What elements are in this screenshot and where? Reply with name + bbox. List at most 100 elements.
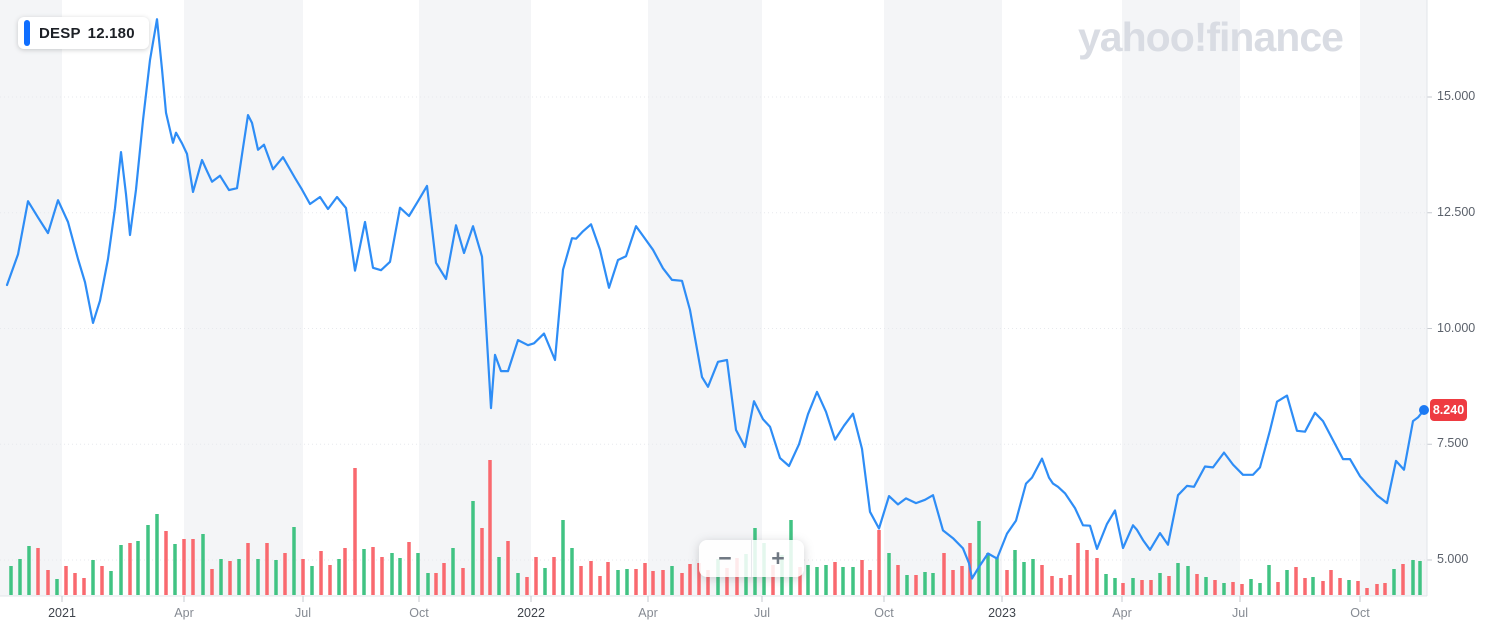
volume-bar <box>434 573 438 595</box>
volume-bar <box>1031 559 1035 595</box>
volume-bar <box>1121 583 1125 595</box>
volume-bar <box>634 569 638 595</box>
volume-bar <box>1294 567 1298 595</box>
volume-bar <box>390 553 394 595</box>
x-axis-label: Apr <box>174 606 194 620</box>
last-price-dot <box>1419 404 1429 415</box>
volume-bar <box>310 566 314 595</box>
volume-bar <box>643 563 647 595</box>
volume-bar <box>579 566 583 595</box>
y-axis-label: 5.000 <box>1437 552 1469 566</box>
volume-bar <box>1383 583 1387 595</box>
volume-bar <box>1347 580 1351 595</box>
volume-bar <box>426 573 430 595</box>
zoom-controls: − + <box>699 540 804 577</box>
volume-bar <box>1392 569 1396 595</box>
volume-bar <box>451 548 455 595</box>
volume-bar <box>1050 576 1054 595</box>
y-axis-label: 7.500 <box>1437 436 1469 451</box>
volume-bar <box>18 559 22 595</box>
volume-bar <box>1195 574 1199 595</box>
legend-accent-bar <box>24 20 30 46</box>
volume-bar <box>516 573 520 595</box>
plus-icon: + <box>771 545 785 571</box>
volume-bar <box>301 559 305 595</box>
volume-bar <box>1167 576 1171 595</box>
x-axis-label: Oct <box>874 606 894 620</box>
volume-bar <box>1204 577 1208 595</box>
zoom-out-button[interactable]: − <box>699 540 751 577</box>
volume-bar <box>371 547 375 595</box>
zoom-in-button[interactable]: + <box>751 540 804 577</box>
quarter-band <box>1360 0 1427 596</box>
volume-bar <box>1222 583 1226 595</box>
x-axis-label: 2023 <box>988 606 1016 620</box>
volume-bar <box>210 569 214 595</box>
volume-bar <box>1068 575 1072 595</box>
volume-bar <box>416 553 420 595</box>
x-axis-label: 2021 <box>48 606 76 620</box>
volume-bar <box>1365 588 1369 595</box>
volume-bar <box>201 534 205 595</box>
volume-bar <box>1076 543 1080 595</box>
volume-bar <box>1131 578 1135 595</box>
volume-bar <box>182 539 186 595</box>
volume-bar <box>1186 566 1190 595</box>
legend-text: DESP 12.180 <box>39 25 135 42</box>
volume-bar <box>173 544 177 595</box>
volume-bar <box>552 557 556 595</box>
volume-bar <box>951 570 955 595</box>
volume-bar <box>977 521 981 595</box>
volume-bar <box>1040 565 1044 595</box>
volume-bar <box>237 559 241 595</box>
volume-bar <box>1338 578 1342 595</box>
volume-bar <box>164 531 168 595</box>
volume-bar <box>868 570 872 595</box>
yahoo-finance-watermark: yahoo!finance <box>1078 14 1344 60</box>
minus-icon: − <box>718 545 732 571</box>
volume-bar <box>1276 582 1280 595</box>
volume-bar <box>589 561 593 595</box>
volume-bar <box>488 460 492 595</box>
volume-bar <box>806 565 810 595</box>
volume-bar <box>362 549 366 595</box>
volume-bar <box>100 566 104 595</box>
ticker-price: 12.180 <box>87 24 135 42</box>
volume-bar <box>155 514 159 595</box>
x-axis-label: Oct <box>409 606 429 620</box>
volume-bar <box>525 577 529 595</box>
volume-bar <box>931 573 935 595</box>
x-axis-label: 2022 <box>517 606 545 620</box>
x-axis-label: Apr <box>638 606 658 620</box>
volume-bar <box>661 570 665 595</box>
x-axis-label: Apr <box>1112 606 1132 620</box>
volume-bar <box>725 568 729 595</box>
volume-bar <box>606 562 610 595</box>
volume-bar <box>471 501 475 595</box>
volume-bar <box>353 468 357 595</box>
volume-bar <box>1231 582 1235 595</box>
x-axis-label: Jul <box>1232 606 1248 620</box>
x-axis-label: Oct <box>1350 606 1370 620</box>
volume-bar <box>55 579 59 595</box>
volume-bar <box>398 558 402 595</box>
volume-bar <box>833 562 837 595</box>
volume-bar <box>9 566 13 595</box>
volume-bar <box>1213 580 1217 595</box>
ticker-legend-chip: DESP 12.180 <box>18 17 149 49</box>
volume-bar <box>1140 580 1144 595</box>
volume-bar <box>1158 573 1162 595</box>
volume-bar <box>1104 574 1108 595</box>
volume-bar <box>219 559 223 595</box>
volume-bar <box>986 553 990 595</box>
volume-bar <box>91 560 95 595</box>
volume-bar <box>319 551 323 595</box>
volume-bar <box>815 567 819 595</box>
volume-bar <box>860 560 864 595</box>
volume-bar <box>697 563 701 595</box>
quarter-band <box>648 0 762 596</box>
volume-bar <box>337 559 341 595</box>
volume-bar <box>46 570 50 595</box>
volume-bar <box>616 570 620 595</box>
